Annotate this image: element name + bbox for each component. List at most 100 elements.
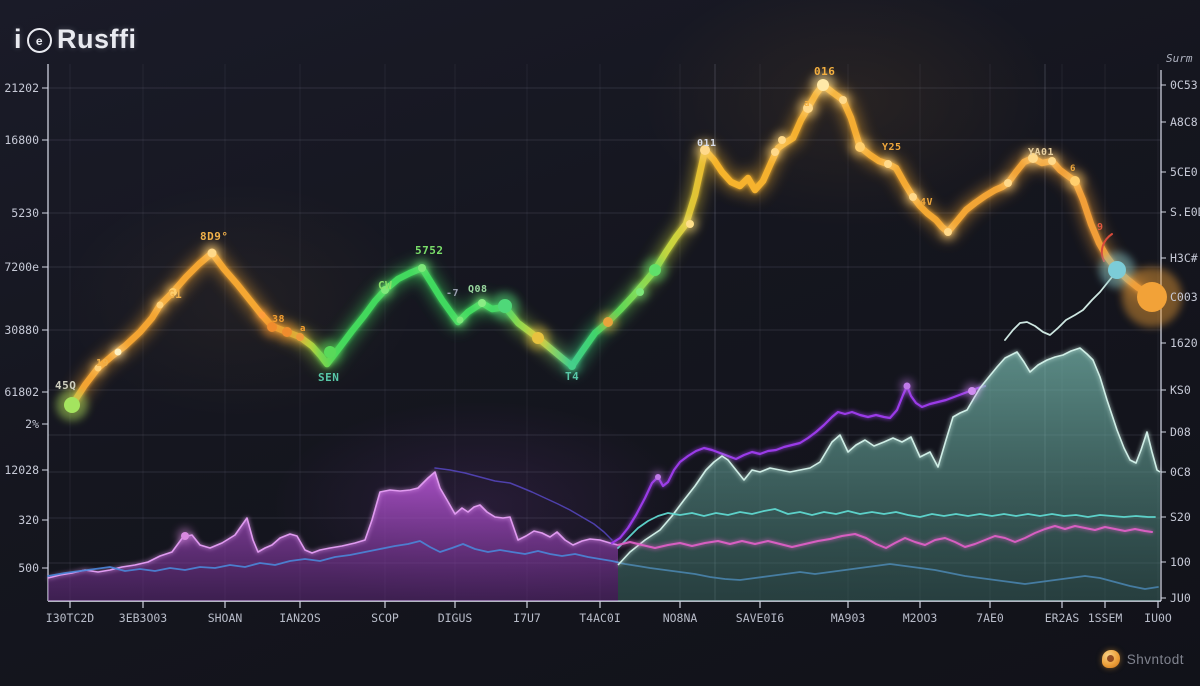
x-axis-label: NO8NA — [663, 611, 698, 625]
annotation-label: 38 — [272, 314, 285, 325]
data-marker — [296, 333, 304, 341]
data-marker — [817, 79, 829, 91]
y-axis-label-left: 30880 — [4, 323, 39, 337]
data-marker — [381, 286, 389, 294]
y-axis-label-left: 500 — [18, 561, 39, 575]
data-marker — [603, 317, 613, 327]
x-axis-label: IU0O — [1144, 611, 1172, 625]
data-marker — [700, 145, 710, 155]
annotation-label: SEN — [318, 371, 339, 384]
right-axis-title: Surm — [1166, 52, 1193, 65]
data-marker — [267, 322, 277, 332]
y-axis-label-right: H3C# — [1170, 251, 1198, 265]
data-marker — [884, 160, 892, 168]
x-axis-label: DIGUS — [438, 611, 473, 625]
y-axis-label-right: JU0 — [1170, 591, 1191, 605]
y-axis-label-left: 61802 — [4, 385, 39, 399]
annotation-label: YA01 — [1028, 147, 1054, 158]
purple-area-fill — [48, 472, 618, 601]
data-marker — [636, 288, 644, 296]
teal-area-fill — [618, 348, 1160, 601]
indigo-line — [434, 467, 613, 541]
data-marker — [282, 327, 292, 337]
watermark-flame-coin-icon — [1101, 650, 1120, 668]
data-marker — [771, 148, 779, 156]
y-axis-label-right: 5CE0 — [1170, 165, 1198, 179]
y-axis-label-right: 1O0 — [1170, 555, 1191, 569]
logo-circle-glyph: e — [35, 33, 44, 48]
y-axis-label-left: 320 — [18, 513, 39, 527]
app-logo: i e Rusffi — [14, 24, 137, 55]
value-annotations: 45Q 19 G1 8D9° 38 a SEN CW 5752 -7 Q08 T4 011 016 a Y25… — [55, 65, 1103, 392]
data-marker — [839, 96, 847, 104]
data-marker — [968, 387, 976, 395]
data-marker — [456, 316, 464, 324]
red-arrow-annotation — [1100, 233, 1113, 262]
data-point-markers — [56, 73, 1182, 544]
teal-area-edge — [617, 347, 1161, 566]
x-axis-label: I30TC2D — [46, 611, 95, 625]
annotation-label: 016 — [814, 65, 835, 78]
data-marker — [944, 228, 952, 236]
data-marker — [1028, 153, 1038, 163]
annotation-label: G1 — [168, 288, 182, 301]
data-series — [47, 77, 1161, 601]
cyan-line — [617, 508, 1156, 549]
pink-line — [617, 525, 1153, 549]
logo-prefix: i — [14, 24, 23, 54]
x-axis-label: MA903 — [831, 611, 866, 625]
y-axis-label-right: C003 — [1170, 290, 1198, 304]
annotation-label: 6 — [1070, 164, 1076, 174]
x-axis-label: T4AC0I — [579, 611, 621, 625]
annotation-label: CW — [378, 279, 392, 292]
data-marker — [909, 193, 917, 201]
data-marker — [207, 248, 217, 258]
annotation-label: 19 — [96, 358, 109, 369]
data-marker — [1048, 157, 1056, 165]
y-axis-label-right: 0C53 — [1170, 78, 1198, 92]
annotation-label: a — [300, 324, 306, 334]
annotation-label: T4 — [565, 370, 579, 383]
annotation-label: 011 — [697, 138, 717, 149]
x-axis-label: ER2AS — [1045, 611, 1080, 625]
x-axis-label: M2OO3 — [903, 611, 938, 625]
x-axis-label: 1SSEM — [1088, 611, 1123, 625]
data-marker — [568, 362, 576, 370]
x-axis-label: 3EB3O03 — [119, 611, 168, 625]
annotation-label: 8D9° — [200, 230, 229, 243]
y-axis-label-left: 5230 — [11, 206, 39, 220]
watermark: Shvntodt — [1101, 650, 1184, 668]
y-axis-label-left: 21202 — [4, 81, 39, 95]
teal-boundary-line — [1004, 270, 1118, 341]
data-marker — [1137, 282, 1167, 312]
data-marker — [169, 288, 177, 296]
data-marker — [778, 136, 786, 144]
logo-text: Rusffi — [57, 24, 137, 54]
data-marker — [114, 348, 122, 356]
y-axis-label-left: 16800 — [4, 133, 39, 147]
x-axis-label: SAVE0I6 — [736, 611, 785, 625]
y-axis-label-right: S20 — [1170, 510, 1191, 524]
x-axis-label: SHOAN — [208, 611, 243, 625]
annotation-label: -7 — [446, 288, 459, 299]
annotation-label: 4V — [920, 197, 933, 208]
data-marker — [903, 382, 911, 390]
data-marker — [803, 103, 813, 113]
watermark-text: Shvntodt — [1126, 651, 1184, 667]
annotation-label: a — [804, 99, 810, 109]
x-axis-label: 7AE0 — [976, 611, 1004, 625]
x-axis-label: IAN2OS — [279, 611, 321, 625]
data-marker — [258, 311, 266, 319]
y-axis-label-left: 7200e — [4, 260, 39, 274]
data-marker — [64, 397, 80, 413]
purple-area-edge — [47, 471, 619, 579]
logo-circle-icon: e — [27, 28, 53, 53]
data-marker — [649, 264, 661, 276]
data-marker — [478, 299, 486, 307]
y-axis-label-right: 0C8 — [1170, 465, 1191, 479]
data-marker — [532, 332, 544, 344]
violet-line — [610, 384, 987, 545]
y-axis-label-right: A8C8 — [1170, 115, 1198, 129]
